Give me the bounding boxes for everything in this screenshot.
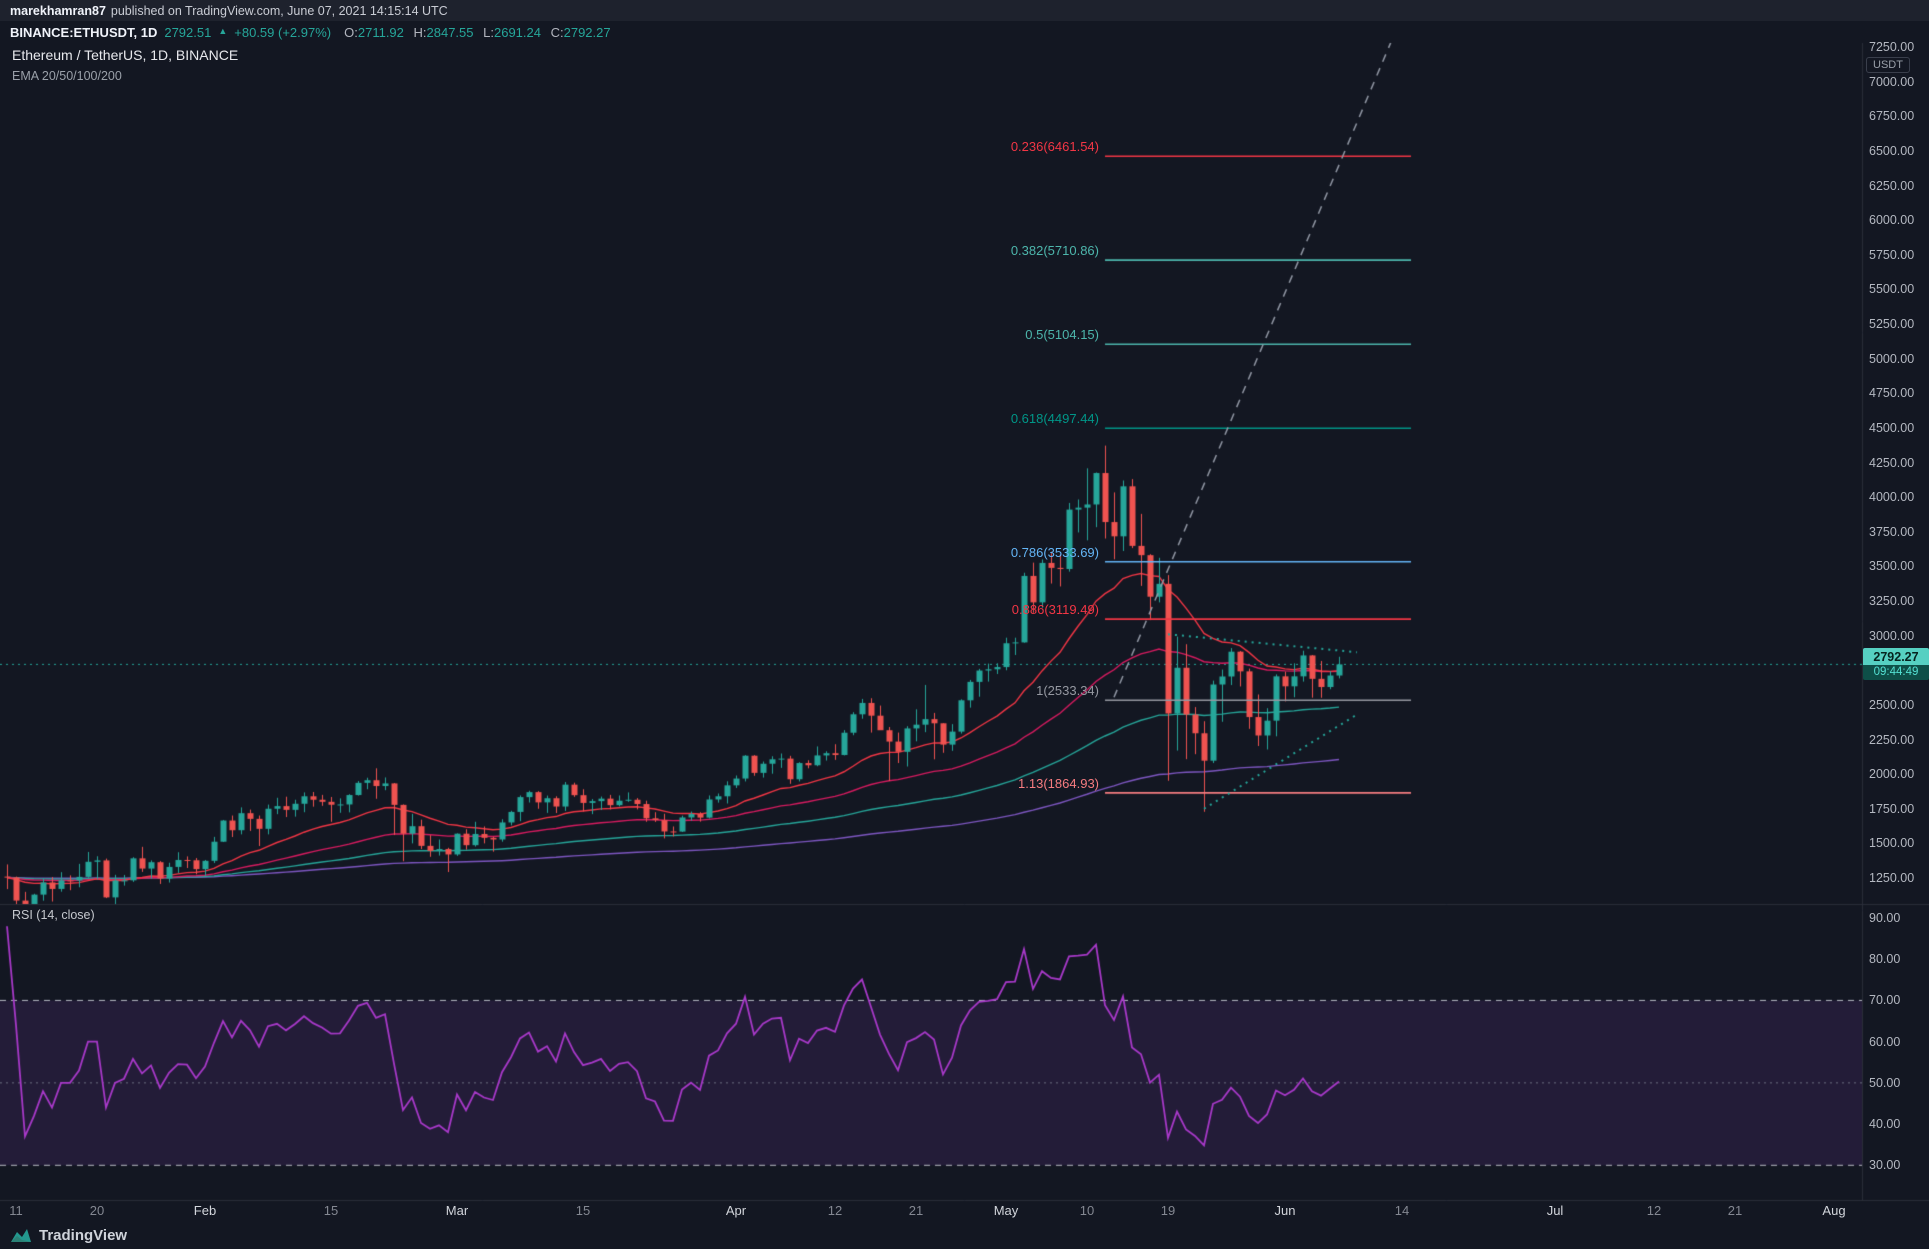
open-label: O: — [344, 24, 358, 40]
chart-legend: Ethereum / TetherUS, 1D, BINANCE EMA 20/… — [12, 47, 238, 83]
close-value: 2792.27 — [563, 24, 611, 40]
last-price-badge-value: 2792.27 — [1863, 648, 1929, 666]
legend-symbol-title[interactable]: Ethereum / TetherUS, 1D, BINANCE — [12, 47, 239, 63]
high-value: 2847.55 — [426, 24, 474, 40]
tradingview-logo-text[interactable]: TradingView — [39, 1227, 128, 1244]
publisher-name[interactable]: marekhamran87 — [10, 3, 106, 18]
price-axis-unit-badge[interactable]: USDT — [1866, 57, 1910, 73]
bar-countdown: 09:44:49 — [1863, 665, 1929, 681]
symbol-name[interactable]: BINANCE:ETHUSDT, 1D — [10, 24, 158, 40]
open-value: 2711.92 — [357, 24, 404, 40]
footer-bar: TradingView — [0, 1222, 1929, 1249]
price-change: +80.59 (+2.97%) — [234, 24, 332, 40]
publish-bar: marekhamran87 published on TradingView.c… — [0, 0, 1929, 21]
tradingview-logo-icon — [11, 1229, 31, 1242]
low-value: 2691.24 — [493, 24, 541, 40]
last-price-badge: 2792.27 09:44:49 — [1863, 648, 1929, 681]
high-label: H: — [413, 24, 427, 40]
close-label: C: — [550, 24, 564, 40]
symbol-bar: BINANCE:ETHUSDT, 1D 2792.51 ▲ +80.59 (+2… — [0, 21, 1929, 43]
publish-info: published on TradingView.com, June 07, 2… — [110, 3, 448, 18]
ohlc-readout: O:2711.92 H:2847.55 L:2691.24 C:2792.27 — [338, 25, 610, 40]
rsi-legend[interactable]: RSI (14, close) — [12, 908, 95, 922]
low-label: L: — [483, 24, 494, 40]
up-arrow-icon: ▲ — [218, 26, 228, 36]
last-price-text: 2792.51 — [164, 24, 212, 40]
legend-ema-indicator[interactable]: EMA 20/50/100/200 — [12, 69, 122, 83]
